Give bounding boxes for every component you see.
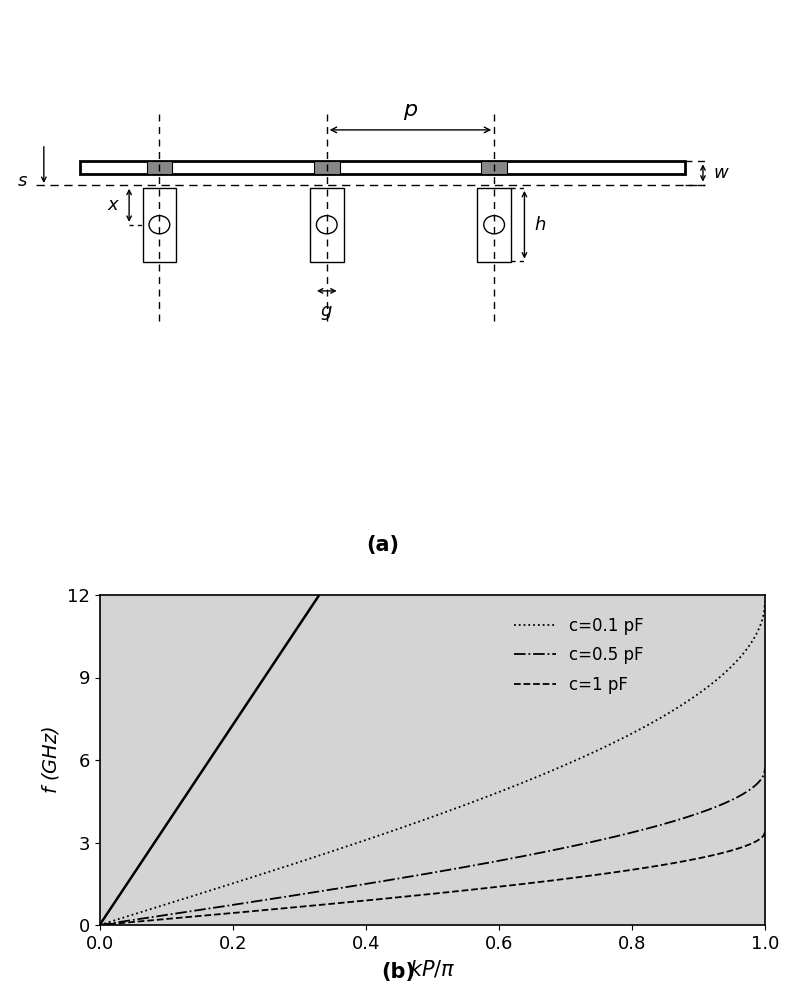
Bar	[147, 161, 172, 174]
c=0.1 pF	[540, 768, 549, 780]
Line: c=0.1 pF: c=0.1 pF	[100, 600, 765, 925]
c=0.1 pF	[213, 882, 222, 894]
Bar	[80, 161, 685, 174]
c=0.1 pF	[760, 594, 770, 606]
c=0.1 pF	[266, 865, 276, 877]
Circle shape	[316, 216, 337, 234]
Line: c=1 pF: c=1 pF	[100, 832, 765, 925]
c=1 pF	[540, 875, 549, 887]
Bar	[143, 188, 176, 261]
Text: $h$: $h$	[534, 216, 546, 234]
c=0.1 pF	[596, 743, 606, 755]
Text: $x$: $x$	[107, 196, 120, 214]
c=0.1 pF	[487, 789, 497, 801]
Circle shape	[484, 216, 505, 234]
c=1 pF	[487, 881, 497, 893]
c=0.1 pF	[396, 822, 406, 834]
c=0.5 pF	[487, 856, 497, 868]
c=0.5 pF	[760, 762, 770, 774]
Circle shape	[149, 216, 170, 234]
Text: $p$: $p$	[402, 102, 418, 121]
c=1 pF	[760, 826, 770, 838]
c=1 pF	[396, 891, 406, 903]
c=1 pF	[266, 904, 276, 916]
Bar	[477, 188, 511, 261]
Text: (b): (b)	[382, 962, 415, 982]
c=0.1 pF	[95, 919, 104, 931]
c=0.5 pF	[95, 919, 104, 931]
Text: (a): (a)	[366, 535, 399, 555]
Line: c=0.5 pF: c=0.5 pF	[100, 768, 765, 925]
Text: $s$: $s$	[17, 172, 28, 190]
Bar	[314, 161, 340, 174]
c=1 pF	[596, 868, 606, 880]
X-axis label: $kP/\pi$: $kP/\pi$	[409, 958, 456, 979]
c=1 pF	[213, 908, 222, 920]
Bar	[481, 161, 507, 174]
c=0.5 pF	[540, 846, 549, 858]
Legend: c=0.1 pF, c=0.5 pF, c=1 pF: c=0.1 pF, c=0.5 pF, c=1 pF	[508, 610, 650, 701]
c=0.5 pF	[213, 901, 222, 913]
c=0.5 pF	[266, 893, 276, 905]
Text: $g$: $g$	[320, 304, 333, 322]
Text: $w$: $w$	[713, 164, 729, 182]
c=1 pF	[95, 919, 104, 931]
Y-axis label: $f$ (GHz): $f$ (GHz)	[41, 726, 61, 794]
c=0.5 pF	[396, 872, 406, 884]
Bar	[310, 188, 344, 261]
c=0.5 pF	[596, 834, 606, 846]
